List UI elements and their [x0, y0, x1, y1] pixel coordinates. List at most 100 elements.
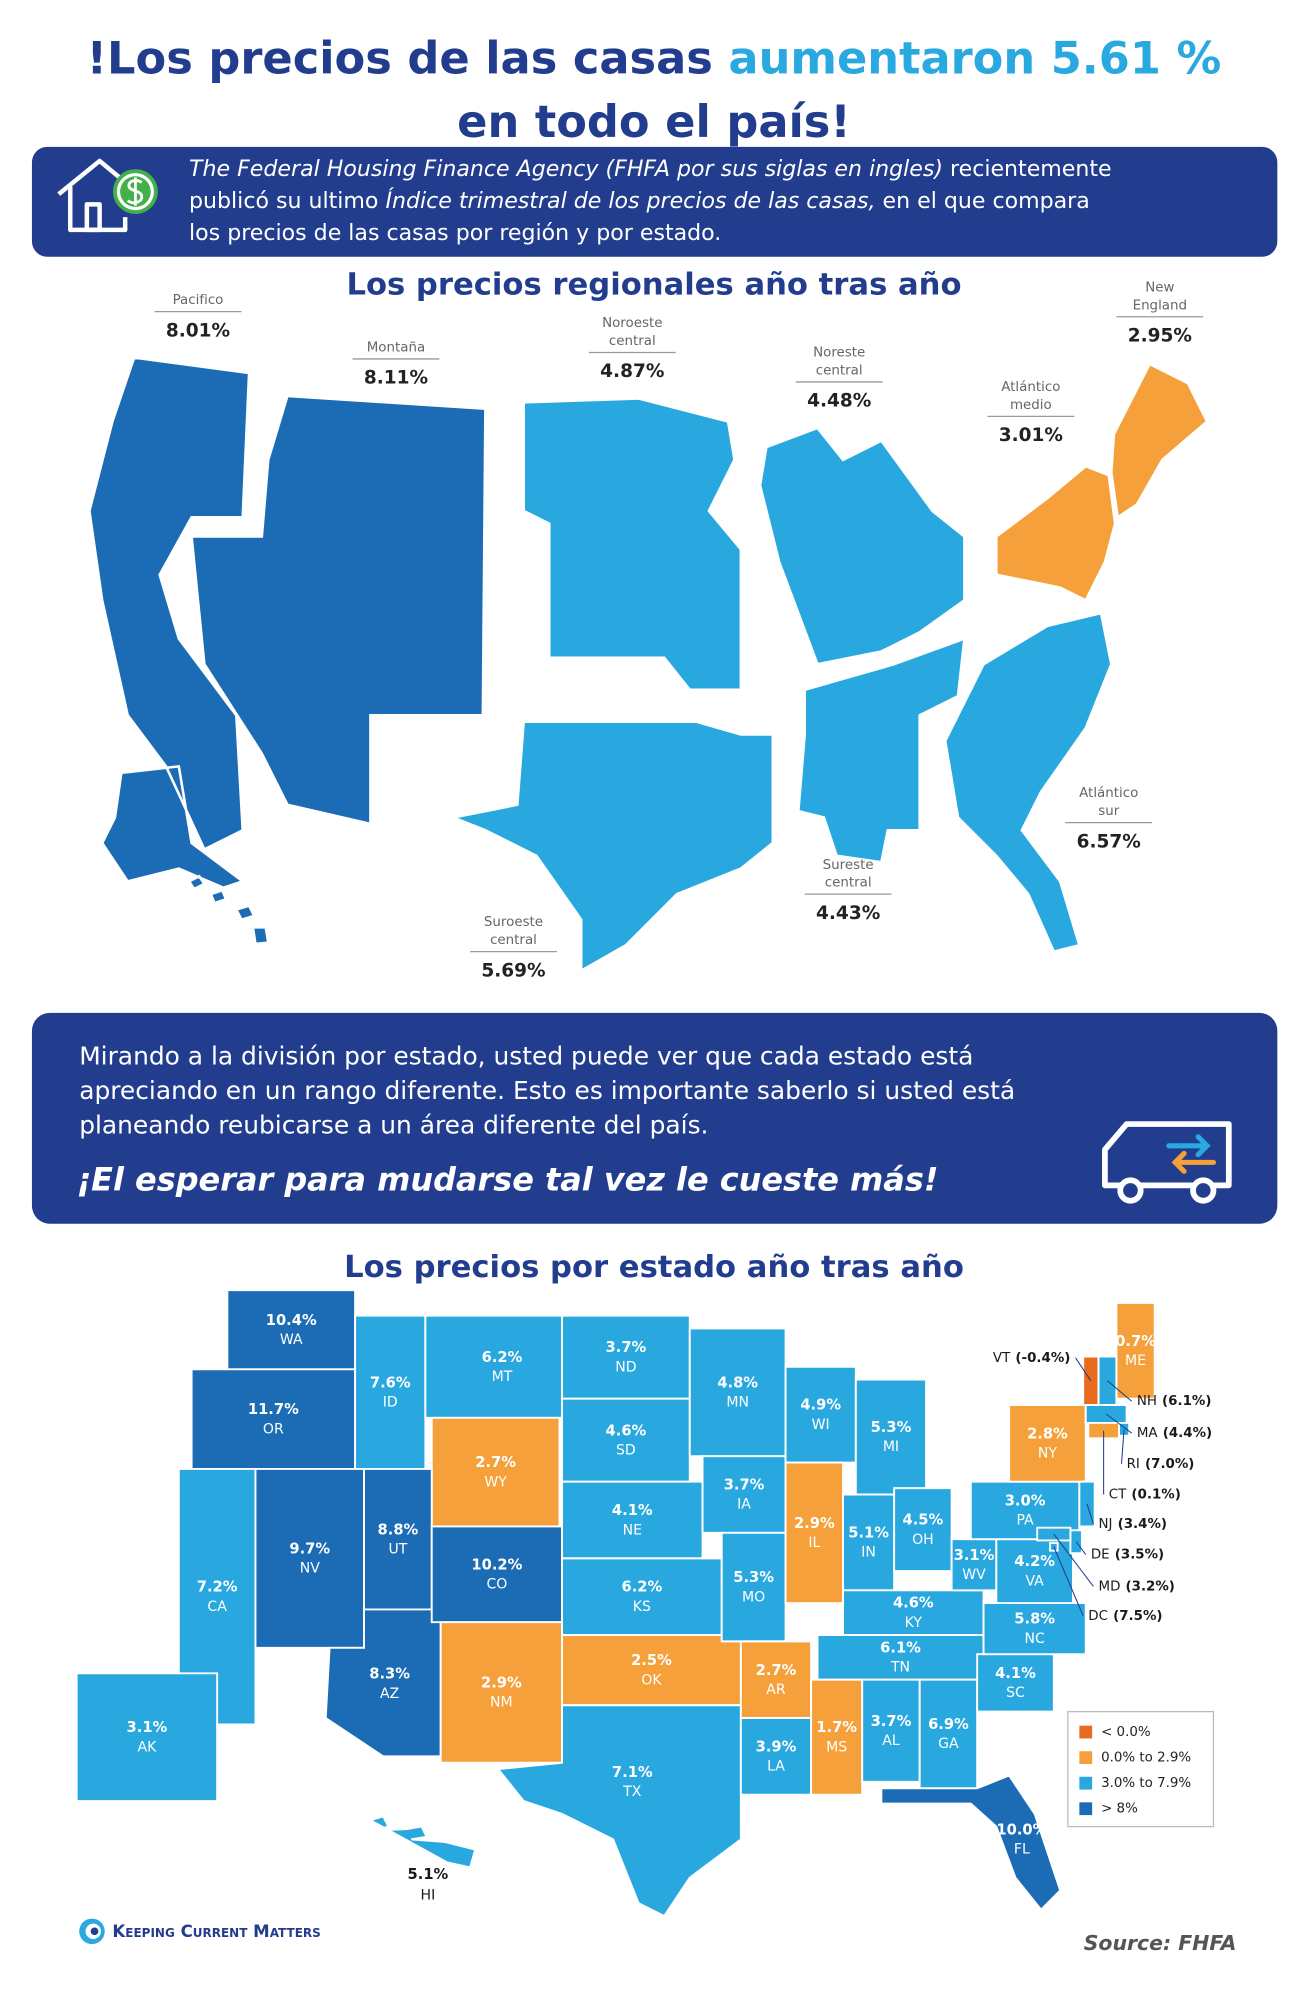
state-value: 6.9% [928, 1716, 969, 1733]
state-abbr: CO [486, 1577, 507, 1593]
state-abbr: IN [861, 1545, 876, 1561]
state-value: 3.7% [871, 1713, 912, 1730]
legend-label: 0.0% to 2.9% [1101, 1751, 1191, 1766]
intro-segment: recientemente [943, 156, 1112, 182]
state-value: 2.9% [481, 1675, 522, 1692]
state-shape [784, 1461, 845, 1605]
region-name: medio [1010, 398, 1052, 413]
state-abbr: TX [622, 1784, 642, 1800]
state-abbr: HI [421, 1888, 436, 1904]
state-abbr: MO [742, 1589, 765, 1605]
state-value: 7.6% [370, 1374, 411, 1391]
state-shape [561, 1397, 691, 1483]
state-abbr: WI [812, 1417, 830, 1433]
state-abbr: WA [280, 1332, 303, 1348]
source: Source: FHFA [1084, 1931, 1237, 1955]
state-abbr: MT [492, 1369, 513, 1385]
state-value: 4.9% [800, 1397, 841, 1414]
state-shape [190, 1368, 357, 1470]
state-value: 5.8% [1014, 1611, 1055, 1628]
state-value: 5.1% [408, 1866, 449, 1883]
state-shape [354, 1314, 427, 1470]
state-abbr: WY [484, 1474, 507, 1490]
state-shape [561, 1634, 742, 1707]
leader-line [1075, 1357, 1092, 1382]
state-shape [254, 1467, 366, 1649]
state-value: (3.2%) [1126, 1579, 1175, 1594]
region-name: Atlántico [1079, 785, 1138, 801]
region-name: central [609, 334, 656, 349]
state-value: (0.1%) [1131, 1487, 1180, 1502]
state-abbr: IA [737, 1497, 751, 1513]
state-value: 4.6% [893, 1595, 934, 1612]
intro-line: los precios de las casas por región y po… [189, 220, 721, 246]
legend-label: 3.0% to 7.9% [1101, 1776, 1191, 1791]
legend-label: > 8% [1101, 1802, 1138, 1817]
state-value: 4.1% [612, 1502, 653, 1519]
state-shape [784, 1365, 857, 1464]
state-abbr: AZ [380, 1686, 399, 1702]
state-abbr: MN [726, 1395, 749, 1411]
region-name: Noreste [813, 346, 865, 361]
region-name: Sureste [823, 858, 874, 873]
state-abbr: SC [1006, 1685, 1025, 1701]
region-value: 4.87% [600, 361, 664, 382]
title-segment: !Los precios de las casas [87, 32, 729, 84]
region-name: central [825, 876, 872, 891]
state-value: 1.7% [816, 1719, 857, 1736]
region-shape [448, 720, 775, 973]
state-abbr: CT [1109, 1487, 1127, 1502]
state-value: 0.7% [1115, 1333, 1156, 1350]
state-abbr: MI [883, 1439, 899, 1455]
state-callout: VT (-0.4%) [993, 1351, 1070, 1366]
state-callout: NJ (3.4%) [1099, 1517, 1168, 1532]
state-abbr: ME [1125, 1353, 1146, 1369]
state-abbr: NJ [1099, 1517, 1113, 1532]
state-value: 4.6% [606, 1422, 647, 1439]
region-shape [758, 426, 966, 666]
state-shape [976, 1653, 1055, 1713]
note-box [31, 1012, 1278, 1224]
region-shape [88, 356, 270, 946]
arrows-icon [1166, 1134, 1217, 1174]
state-abbr: ND [615, 1359, 636, 1375]
state-abbr: NV [300, 1561, 321, 1577]
region-value: 5.69% [481, 960, 545, 981]
region-value: 8.01% [166, 320, 230, 341]
state-value: 5.3% [871, 1419, 912, 1436]
region-name: sur [1098, 804, 1119, 819]
state-value: 3.0% [1005, 1493, 1046, 1510]
state-abbr: NM [490, 1695, 513, 1711]
state-value: 4.1% [995, 1665, 1036, 1682]
legend-swatch [1079, 1725, 1093, 1739]
dollar-icon [113, 169, 158, 214]
state-shape [75, 1672, 219, 1803]
state-shape [424, 1314, 580, 1419]
state-abbr: ID [383, 1395, 398, 1411]
region-shape [943, 611, 1113, 954]
region-name: Pacifico [173, 293, 224, 308]
region-shape [796, 636, 966, 864]
state-value: (-0.4%) [1015, 1351, 1070, 1366]
state-value: 8.8% [378, 1521, 419, 1538]
region-shape [522, 397, 743, 692]
state-shape [720, 1531, 787, 1643]
state-callout: MA (4.4%) [1137, 1426, 1212, 1441]
region-name: Montaña [367, 340, 425, 355]
state-value: (3.4%) [1118, 1517, 1167, 1532]
state-abbr: DE [1091, 1548, 1110, 1563]
leader-line [1107, 1380, 1133, 1402]
state-value: 6.2% [622, 1579, 663, 1596]
state-shape [810, 1678, 864, 1796]
leader-line [1105, 1413, 1133, 1434]
state-callout: MD (3.2%) [1099, 1579, 1175, 1594]
state-value: 11.7% [248, 1401, 299, 1418]
region-name: Noroeste [602, 316, 662, 331]
state-abbr: VT [993, 1351, 1011, 1366]
state-shape [880, 1774, 1062, 1912]
state-value: 2.9% [794, 1515, 835, 1532]
leader-line [1053, 1533, 1094, 1587]
intro-box [31, 146, 1278, 257]
state-shape [918, 1678, 979, 1790]
